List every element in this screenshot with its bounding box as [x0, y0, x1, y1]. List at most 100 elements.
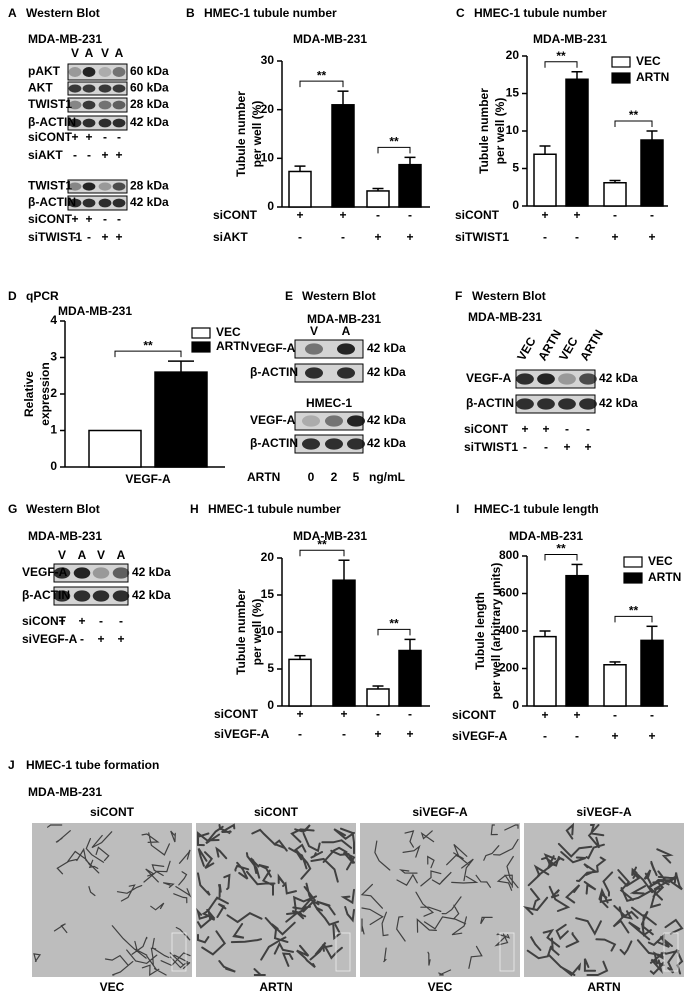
blot-band [112, 567, 130, 579]
error-bar [372, 187, 384, 191]
significance-bracket [544, 553, 578, 561]
condition-mark: + [78, 614, 85, 628]
scale-bar-box [335, 932, 351, 972]
error-bar [294, 654, 306, 660]
error-bar [646, 130, 658, 140]
y-tick-label: 0 [267, 698, 274, 712]
bar [366, 190, 390, 208]
blot-band [112, 100, 126, 110]
condition-label: siAKT [28, 148, 63, 162]
bar [603, 664, 627, 707]
tube-network [522, 822, 684, 977]
condition-mark: - [103, 212, 107, 226]
y-tick-label: 30 [261, 53, 275, 67]
lane-label: V [58, 548, 66, 562]
significance-label: ** [389, 135, 399, 149]
significance-label: ** [389, 617, 399, 631]
lane-label: A [78, 548, 87, 562]
significance-label: ** [629, 108, 639, 122]
blot-band [82, 118, 96, 128]
lane-label: A [117, 548, 126, 562]
blot-band [98, 84, 112, 93]
panel-letter: H [190, 502, 199, 516]
chart-title: HMEC-1 tubule number [208, 502, 341, 516]
condition-unit: ng/mL [369, 470, 405, 484]
blot-band [68, 84, 82, 93]
condition-mark: + [58, 614, 65, 628]
band-name: TWIST1 [28, 179, 72, 193]
band-name: VEGF-A [250, 413, 296, 427]
legend-swatch [611, 72, 631, 84]
error-bar [372, 685, 384, 689]
band-size: 42 kDa [130, 195, 169, 209]
blot-band [558, 398, 576, 410]
y-axis-label: per well (arbitrary units) [489, 563, 503, 700]
condition-mark: + [521, 422, 528, 436]
blot-band [112, 84, 126, 93]
condition-mark: + [115, 148, 122, 162]
bar [533, 635, 557, 707]
legend-label: VEC [216, 325, 241, 339]
condition-label: siCONT [22, 614, 67, 628]
blot-band [337, 343, 355, 355]
blot-band [53, 567, 71, 579]
band-size: 28 kDa [130, 179, 169, 193]
blot-band [112, 198, 126, 208]
blot-band [92, 567, 110, 579]
bar [640, 139, 664, 207]
condition-label: siCONT [28, 212, 73, 226]
panel-subtitle: MDA-MB-231 [307, 312, 381, 326]
blot-band [516, 373, 534, 385]
condition-mark: + [115, 230, 122, 244]
panel-subtitle: MDA-MB-231 [28, 529, 102, 543]
significance-bracket [299, 549, 345, 557]
lane-label: V [310, 324, 318, 338]
image-bottom-label: ARTN [259, 980, 292, 994]
micrograph [32, 823, 192, 977]
band-size: 42 kDa [367, 436, 406, 450]
x-axis-label: VEGF-A [125, 472, 171, 486]
y-tick-label: 400 [499, 623, 519, 637]
blot-band [73, 590, 91, 602]
condition-mark: - [613, 708, 617, 722]
condition-mark: 0 [308, 470, 315, 484]
lane-label: V [97, 548, 105, 562]
band-name: β-ACTIN [28, 115, 76, 129]
condition-mark: - [103, 130, 107, 144]
error-bar [337, 90, 349, 105]
blot-band [82, 67, 96, 77]
blot-strip [67, 115, 128, 131]
chart-subtitle: MDA-MB-231 [293, 32, 367, 46]
panel-letter: J [8, 758, 15, 772]
tube-network [360, 824, 519, 976]
condition-mark: + [339, 208, 346, 222]
legend-label: ARTN [636, 70, 669, 84]
error-bar [571, 563, 583, 576]
blot-band [112, 590, 130, 602]
image-top-label: siCONT [254, 805, 299, 819]
condition-mark: - [117, 212, 121, 226]
condition-mark: - [575, 230, 579, 244]
blot-band [305, 367, 323, 379]
condition-mark: - [117, 130, 121, 144]
condition-mark: + [542, 422, 549, 436]
blot-band [112, 118, 126, 128]
legend-swatch [191, 341, 211, 353]
blot-band [98, 118, 112, 128]
condition-mark: - [565, 422, 569, 436]
lane-label: A [85, 46, 94, 60]
band-size: 42 kDa [367, 365, 406, 379]
lane-label: A [342, 324, 351, 338]
legend-swatch [191, 327, 211, 339]
significance-label: ** [629, 603, 639, 617]
tube-network [33, 824, 192, 977]
y-tick-label: 5 [267, 661, 274, 675]
blot-band [98, 100, 112, 110]
bar [565, 574, 589, 707]
y-tick-label: 20 [261, 550, 275, 564]
condition-mark: - [408, 707, 412, 721]
chart-title: HMEC-1 tubule number [204, 6, 337, 20]
blot-band [325, 415, 343, 427]
image-bottom-label: ARTN [587, 980, 620, 994]
y-tick-label: 5 [512, 161, 519, 175]
